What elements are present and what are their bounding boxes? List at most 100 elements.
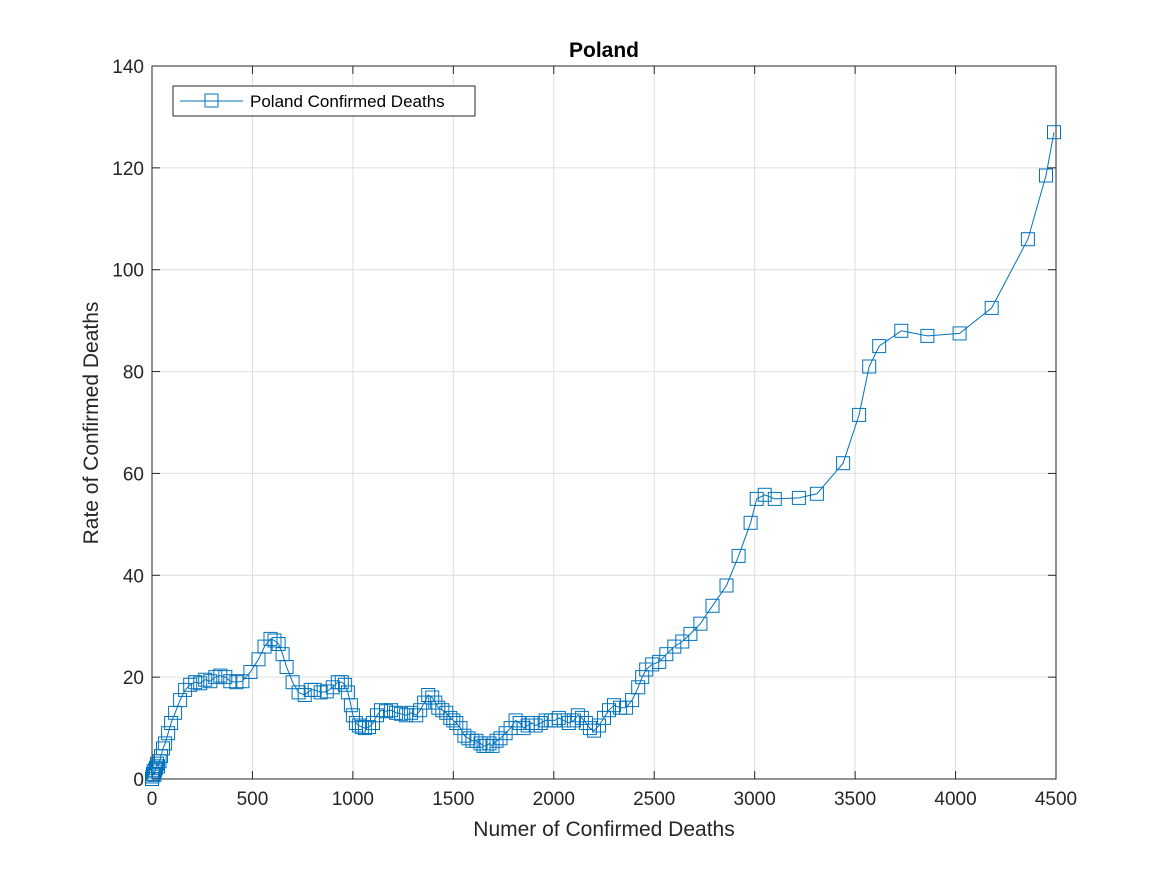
data-point-marker	[920, 328, 935, 343]
data-point-marker	[952, 326, 967, 341]
data-point-marker	[151, 759, 165, 774]
data-point-marker	[413, 703, 428, 718]
data-point-marker	[399, 708, 414, 723]
data-point-marker	[1047, 125, 1061, 140]
x-tick-label: 500	[237, 789, 269, 810]
x-tick-label: 1000	[332, 789, 374, 810]
data-point-marker	[809, 486, 824, 501]
data-point-marker	[836, 456, 851, 471]
data-point-marker	[198, 672, 213, 687]
data-point-marker	[362, 720, 376, 735]
data-point-marker	[631, 680, 646, 695]
data-point-marker	[984, 300, 999, 315]
x-tick-label: 2500	[633, 789, 675, 810]
data-point-marker	[719, 578, 734, 593]
series-line	[151, 132, 1055, 780]
data-point-marker	[449, 716, 464, 730]
data-point-marker	[1020, 232, 1035, 247]
data-point-marker	[582, 721, 597, 736]
data-point-marker	[161, 726, 176, 741]
data-point-marker	[862, 359, 877, 374]
data-point-marker	[705, 598, 720, 613]
data-point-marker	[370, 708, 384, 723]
data-point-marker	[489, 733, 504, 748]
data-point-marker	[325, 680, 340, 695]
data-point-marker	[635, 670, 650, 685]
data-point-marker	[587, 723, 601, 738]
data-point-marker	[659, 647, 674, 662]
legend-marker-square	[204, 93, 219, 108]
data-point-marker	[156, 741, 170, 756]
data-point-marker	[379, 704, 393, 719]
data-point-marker	[147, 767, 162, 782]
data-point-marker	[592, 718, 606, 733]
data-point-marker	[749, 491, 764, 506]
data-point-marker	[498, 726, 513, 741]
data-point-marker	[453, 721, 468, 736]
data-point-marker	[667, 639, 682, 654]
data-point-marker	[208, 670, 223, 685]
data-point-marker	[213, 668, 228, 683]
data-point-marker	[512, 716, 527, 730]
data-point-marker	[528, 718, 543, 733]
y-axis-label: Rate of Confirmed Deaths	[80, 302, 103, 545]
data-point-marker	[485, 738, 500, 753]
data-point-marker	[693, 616, 708, 631]
data-point-marker	[354, 720, 369, 735]
data-point-marker	[574, 710, 589, 725]
data-point-marker	[524, 716, 539, 730]
legend-label: Poland Confirmed Deaths	[250, 92, 445, 111]
x-tick-label: 1500	[432, 789, 474, 810]
data-point-marker	[218, 670, 233, 685]
data-point-marker	[757, 487, 772, 502]
data-point-marker	[791, 490, 806, 505]
y-tick-label: 80	[123, 363, 144, 384]
y-tick-label: 100	[112, 261, 144, 282]
data-point-marker	[852, 407, 867, 422]
data-point-marker	[235, 674, 250, 689]
data-point-marker	[343, 698, 358, 713]
data-point-marker	[404, 705, 419, 720]
plot-area-frame	[151, 65, 1057, 780]
x-tick-label: 4000	[934, 789, 976, 810]
chart-title: Poland	[569, 39, 639, 62]
data-point-marker	[421, 688, 436, 702]
data-point-marker	[566, 713, 581, 728]
data-point-marker	[570, 708, 585, 723]
y-tick-label: 20	[123, 668, 144, 689]
data-point-marker	[384, 703, 399, 718]
x-tick-label: 3000	[734, 789, 776, 810]
y-tick-label: 0	[133, 770, 144, 791]
data-point-marker	[337, 677, 352, 692]
data-point-marker	[556, 713, 571, 728]
data-point-marker	[731, 548, 746, 563]
y-tick-label: 120	[112, 159, 144, 180]
series-layer	[145, 125, 1061, 786]
data-point-marker	[279, 660, 294, 674]
data-point-marker	[366, 716, 380, 730]
data-point-marker	[417, 695, 432, 710]
axis-ticks: 0 500 1000 1500 2000 2500 3000 3500 4000 4500 0 20 4…	[112, 57, 1077, 810]
data-point-marker	[894, 323, 909, 338]
y-tick-label: 40	[123, 566, 144, 587]
data-point-marker	[457, 728, 472, 743]
data-point-marker	[767, 491, 782, 506]
data-point-marker	[683, 626, 698, 641]
data-point-marker	[409, 708, 424, 723]
data-point-marker	[675, 634, 690, 649]
data-point-marker	[203, 674, 218, 689]
data-point-marker	[193, 676, 208, 691]
data-point-marker	[164, 716, 179, 730]
x-tick-label: 4500	[1035, 789, 1077, 810]
data-point-marker	[551, 710, 566, 725]
data-point-marker	[533, 716, 548, 730]
data-point-marker	[508, 713, 523, 728]
data-point-marker	[178, 682, 193, 697]
data-point-marker	[516, 721, 531, 736]
data-point-marker	[872, 339, 887, 354]
data-point-marker	[547, 713, 562, 728]
data-point-marker	[150, 756, 164, 771]
data-point-marker	[243, 665, 258, 679]
data-point-marker	[446, 713, 461, 728]
x-tick-label: 3500	[834, 789, 876, 810]
